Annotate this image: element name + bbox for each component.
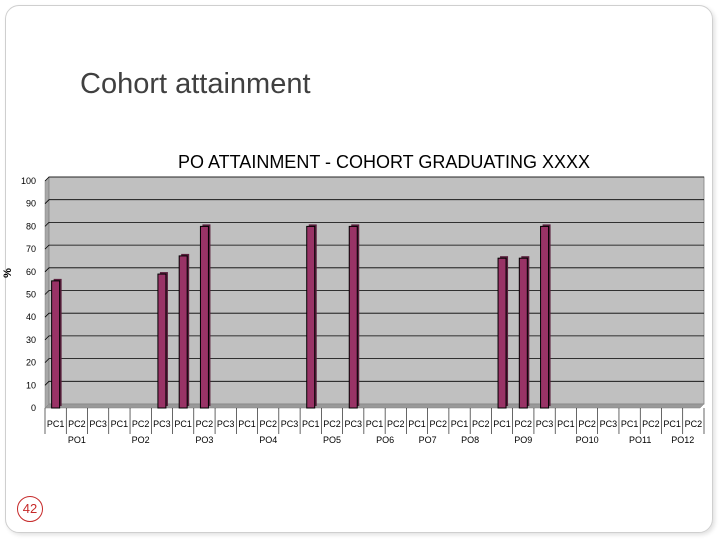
x-group-label: PO4 bbox=[259, 435, 277, 445]
y-tick-label: 90 bbox=[26, 199, 36, 209]
gridline bbox=[44, 335, 704, 341]
y-tick-label: 10 bbox=[26, 380, 36, 390]
bar bbox=[540, 225, 550, 409]
x-category-label: PC2 bbox=[132, 419, 150, 429]
x-category-label: PC2 bbox=[68, 419, 86, 429]
y-tick-label: 80 bbox=[26, 221, 36, 231]
x-group-label: PO2 bbox=[132, 435, 150, 445]
x-group-label: PO10 bbox=[576, 435, 599, 445]
slide-frame bbox=[5, 5, 713, 533]
x-group-label: PO5 bbox=[323, 435, 341, 445]
x-group-label: PO3 bbox=[195, 435, 213, 445]
bar bbox=[518, 257, 528, 409]
x-group-label: PO7 bbox=[419, 435, 437, 445]
x-category-label: PC1 bbox=[47, 419, 65, 429]
x-group-label: PO11 bbox=[629, 435, 651, 445]
y-tick-label: 30 bbox=[26, 335, 36, 345]
x-category-label: PC1 bbox=[111, 419, 129, 429]
y-tick-label: 50 bbox=[26, 290, 36, 300]
x-category-label: PC1 bbox=[174, 419, 192, 429]
x-category-label: PC1 bbox=[451, 419, 469, 429]
y-tick-label: 100 bbox=[21, 176, 36, 186]
x-category-label: PC1 bbox=[408, 419, 426, 429]
x-category-label: PC3 bbox=[600, 419, 618, 429]
gridline bbox=[44, 244, 704, 250]
gridline bbox=[44, 358, 704, 363]
x-category-label: PC1 bbox=[621, 419, 639, 429]
gridline bbox=[44, 290, 704, 295]
x-group-label: PO1 bbox=[68, 435, 86, 445]
chart-title: PO ATTAINMENT - COHORT GRADUATING XXXX bbox=[178, 152, 590, 172]
x-category-label: PC2 bbox=[387, 419, 405, 429]
x-category-label: PC3 bbox=[89, 419, 107, 429]
y-tick-label: 60 bbox=[26, 267, 36, 277]
x-category-label: PC2 bbox=[196, 419, 214, 429]
x-category-label: PC1 bbox=[493, 419, 511, 429]
plot-floor bbox=[44, 403, 705, 409]
y-tick-label: 40 bbox=[26, 312, 36, 322]
x-category-label: PC3 bbox=[344, 419, 362, 429]
x-category-label: PC2 bbox=[472, 419, 490, 429]
x-category-label: PC3 bbox=[217, 419, 235, 429]
x-category-label: PC1 bbox=[366, 419, 384, 429]
y-tick-label: 20 bbox=[26, 358, 36, 368]
x-group-label: PO12 bbox=[671, 435, 694, 445]
page-number: 42 bbox=[17, 496, 43, 522]
x-category-label: PC2 bbox=[642, 419, 660, 429]
y-axis-label: % bbox=[2, 268, 14, 278]
gridline bbox=[44, 221, 704, 227]
bar bbox=[178, 255, 188, 409]
x-group-label: PO9 bbox=[514, 435, 532, 445]
bar bbox=[199, 225, 209, 409]
x-category-label: PC2 bbox=[323, 419, 341, 429]
x-category-label: PC3 bbox=[281, 419, 299, 429]
bar bbox=[157, 273, 167, 409]
slide-title: Cohort attainment bbox=[80, 68, 311, 100]
gridline bbox=[44, 312, 704, 318]
x-category-label: PC1 bbox=[238, 419, 256, 429]
gridline bbox=[44, 199, 704, 204]
x-category-label: PC3 bbox=[536, 419, 554, 429]
x-group-label: PO8 bbox=[461, 435, 479, 445]
bar bbox=[348, 225, 358, 409]
bar bbox=[497, 257, 507, 409]
x-category-label: PC1 bbox=[557, 419, 575, 429]
bar bbox=[51, 280, 61, 409]
x-category-label: PC3 bbox=[153, 419, 171, 429]
x-category-label: PC1 bbox=[302, 419, 320, 429]
x-category-label: PC2 bbox=[515, 419, 533, 429]
gridline bbox=[44, 380, 704, 386]
x-group-label: PO6 bbox=[376, 435, 394, 445]
x-category-label: PC1 bbox=[663, 419, 681, 429]
x-category-label: PC2 bbox=[430, 419, 448, 429]
y-tick-label: 0 bbox=[31, 403, 36, 413]
y-tick-label: 70 bbox=[26, 244, 36, 254]
x-category-label: PC2 bbox=[578, 419, 596, 429]
x-category-label: PC2 bbox=[685, 419, 703, 429]
gridline bbox=[44, 176, 704, 182]
x-category-label: PC2 bbox=[259, 419, 277, 429]
gridline bbox=[44, 267, 704, 273]
bar bbox=[306, 225, 316, 409]
